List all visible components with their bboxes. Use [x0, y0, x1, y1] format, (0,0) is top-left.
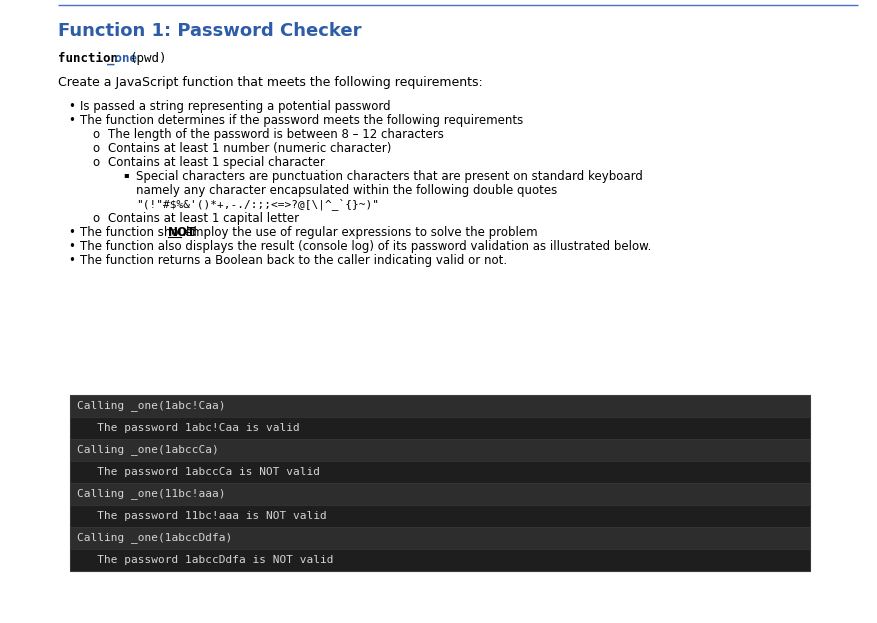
Text: Calling _one(1abccCa): Calling _one(1abccCa) — [77, 445, 218, 455]
Text: o: o — [92, 156, 99, 169]
FancyBboxPatch shape — [70, 439, 809, 461]
Text: o: o — [92, 128, 99, 141]
FancyBboxPatch shape — [70, 417, 809, 439]
Text: o: o — [92, 142, 99, 155]
FancyBboxPatch shape — [70, 461, 809, 483]
Text: The length of the password is between 8 – 12 characters: The length of the password is between 8 … — [108, 128, 444, 141]
Text: The function determines if the password meets the following requirements: The function determines if the password … — [80, 114, 523, 127]
Text: •: • — [68, 226, 75, 239]
Text: Contains at least 1 number (numeric character): Contains at least 1 number (numeric char… — [108, 142, 391, 155]
Text: The password 11bc!aaa is NOT valid: The password 11bc!aaa is NOT valid — [77, 511, 326, 521]
Text: (pwd): (pwd) — [129, 52, 167, 65]
Text: Contains at least 1 capital letter: Contains at least 1 capital letter — [108, 212, 299, 225]
Text: Special characters are punctuation characters that are present on standard keybo: Special characters are punctuation chara… — [136, 170, 642, 183]
Text: The function should: The function should — [80, 226, 201, 239]
Text: The function also displays the result (console log) of its password validation a: The function also displays the result (c… — [80, 240, 651, 253]
Text: •: • — [68, 114, 75, 127]
Text: ▪: ▪ — [123, 170, 128, 179]
Text: Calling _one(11bc!aaa): Calling _one(11bc!aaa) — [77, 488, 225, 500]
Text: Calling _one(1abccDdfa): Calling _one(1abccDdfa) — [77, 533, 232, 543]
Text: Calling _one(1abc!Caa): Calling _one(1abc!Caa) — [77, 401, 225, 411]
Text: Function 1: Password Checker: Function 1: Password Checker — [58, 22, 361, 40]
FancyBboxPatch shape — [70, 527, 809, 549]
Text: •: • — [68, 240, 75, 253]
Text: NOT: NOT — [168, 226, 196, 239]
Text: Is passed a string representing a potential password: Is passed a string representing a potent… — [80, 100, 390, 113]
Text: The function returns a Boolean back to the caller indicating valid or not.: The function returns a Boolean back to t… — [80, 254, 507, 267]
Text: Contains at least 1 special character: Contains at least 1 special character — [108, 156, 324, 169]
Text: o: o — [92, 212, 99, 225]
Text: _one: _one — [107, 52, 138, 65]
FancyBboxPatch shape — [70, 505, 809, 527]
Text: The password 1abc!Caa is valid: The password 1abc!Caa is valid — [77, 423, 299, 433]
Text: employ the use of regular expressions to solve the problem: employ the use of regular expressions to… — [181, 226, 538, 239]
Text: Create a JavaScript function that meets the following requirements:: Create a JavaScript function that meets … — [58, 76, 482, 89]
Text: The password 1abccCa is NOT valid: The password 1abccCa is NOT valid — [77, 467, 319, 477]
FancyBboxPatch shape — [70, 395, 809, 571]
FancyBboxPatch shape — [70, 395, 809, 417]
Text: •: • — [68, 100, 75, 113]
FancyBboxPatch shape — [70, 549, 809, 571]
Text: The password 1abccDdfa is NOT valid: The password 1abccDdfa is NOT valid — [77, 555, 333, 565]
Text: function: function — [58, 52, 125, 65]
FancyBboxPatch shape — [70, 483, 809, 505]
Text: namely any character encapsulated within the following double quotes: namely any character encapsulated within… — [136, 184, 557, 197]
Text: "(!"#$%&'()*+,-./:;;<=>?@[\|^_`{}~)": "(!"#$%&'()*+,-./:;;<=>?@[\|^_`{}~)" — [136, 198, 379, 210]
Text: •: • — [68, 254, 75, 267]
